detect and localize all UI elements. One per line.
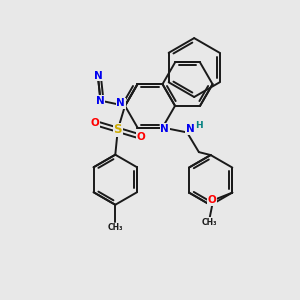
Text: N: N	[94, 71, 102, 81]
Text: CH₃: CH₃	[107, 223, 123, 232]
Text: H: H	[196, 122, 203, 130]
Text: O: O	[136, 132, 145, 142]
Text: CH₃: CH₃	[202, 218, 218, 227]
Text: O: O	[90, 118, 99, 128]
Text: O: O	[207, 195, 216, 205]
Text: N: N	[186, 124, 194, 134]
Text: N: N	[116, 98, 125, 109]
Text: N: N	[160, 124, 169, 134]
Text: N: N	[96, 96, 105, 106]
Text: S: S	[113, 123, 122, 136]
